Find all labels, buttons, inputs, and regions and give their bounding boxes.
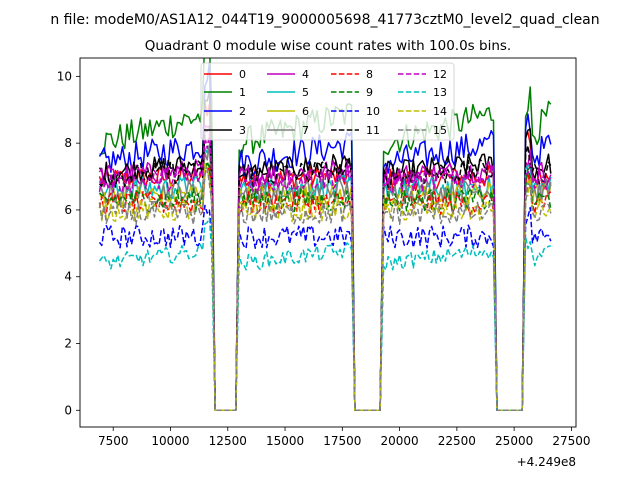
legend-label-8: 8: [366, 68, 373, 81]
axes-title: Quadrant 0 module wise count rates with …: [145, 38, 511, 54]
series-line-4: [98, 124, 552, 412]
x-tick-label: 10000: [151, 434, 189, 448]
series-line-14: [98, 163, 551, 412]
x-tick-label: 22500: [438, 434, 476, 448]
x-tick-label: 15000: [266, 434, 304, 448]
series-line-13: [98, 217, 551, 412]
series-line-7: [98, 144, 552, 412]
series-line-9: [98, 161, 552, 412]
x-tick-label: 12500: [209, 434, 247, 448]
x-axis-ticks: 7500 10000 12500 15000 17500 20000 22500 25000 2…: [98, 427, 591, 448]
y-tick-label: 0: [64, 403, 72, 417]
legend-label-2: 2: [239, 105, 246, 118]
legend-label-15: 15: [433, 124, 447, 137]
legend-label-10: 10: [366, 105, 380, 118]
legend-label-14: 14: [433, 105, 447, 118]
legend-label-3: 3: [239, 124, 246, 137]
legend-label-1: 1: [239, 86, 246, 99]
series-line-2: [98, 62, 552, 412]
legend-label-4: 4: [302, 68, 309, 81]
series-layer: [98, 58, 552, 412]
series-line-15: [98, 167, 552, 412]
x-tick-label: 25000: [495, 434, 533, 448]
x-tick-label: 20000: [380, 434, 418, 448]
x-tick-label: 17500: [323, 434, 361, 448]
y-tick-label: 10: [57, 69, 72, 83]
figure-suptitle: n file: modeM0/AS1A12_044T19_9000005698_…: [50, 12, 599, 28]
series-line-12: [98, 133, 551, 412]
legend-frame: [200, 62, 455, 141]
series-line-10: [98, 204, 552, 412]
x-tick-label: 27500: [552, 434, 590, 448]
y-tick-label: 4: [64, 270, 72, 284]
x-offset-label: +4.249e8: [517, 455, 576, 469]
legend-label-13: 13: [433, 86, 447, 99]
legend-label-11: 11: [366, 124, 380, 137]
legend-label-6: 6: [302, 105, 309, 118]
x-tick-label: 7500: [98, 434, 129, 448]
y-tick-label: 6: [64, 203, 72, 217]
legend-label-7: 7: [302, 124, 309, 137]
legend-label-12: 12: [433, 68, 447, 81]
y-tick-label: 8: [64, 136, 72, 150]
legend-label-9: 9: [366, 86, 373, 99]
legend-label-5: 5: [302, 86, 309, 99]
y-axis-ticks: 0 2 4 6 8 10: [57, 69, 80, 417]
y-tick-label: 2: [64, 337, 72, 351]
legend-label-0: 0: [239, 68, 246, 81]
axes-frame: [79, 57, 577, 428]
